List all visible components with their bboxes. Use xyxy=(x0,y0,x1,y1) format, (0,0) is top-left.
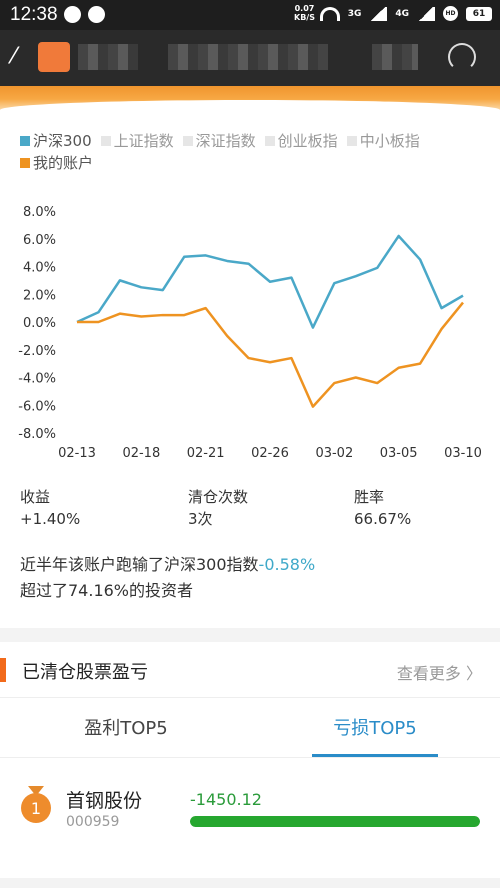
x-tick-label: 03-10 xyxy=(444,446,482,461)
legend-label: 中小板指 xyxy=(359,132,420,150)
signal-icon-2 xyxy=(417,6,435,21)
bottom-divider xyxy=(0,878,500,888)
app-notification-icon xyxy=(64,6,81,23)
tab-profit-top5[interactable]: 盈利TOP5 xyxy=(84,718,168,739)
x-tick-label: 02-18 xyxy=(122,446,160,461)
header-decoration xyxy=(0,86,500,110)
x-tick-label: 03-05 xyxy=(380,446,418,461)
tab-loss-top5[interactable]: 亏损TOP5 xyxy=(333,718,417,739)
net-speed: 0.07 KB/S xyxy=(294,4,315,22)
svg-text:1: 1 xyxy=(31,799,41,818)
y-tick-label: 4.0% xyxy=(23,261,56,276)
performance-chart: 8.0% 6.0% 4.0% 2.0% 0.0% -2.0% -4.0% -6.0% -8.0%… xyxy=(18,205,482,461)
summary-diff: -0.58% xyxy=(258,555,316,574)
y-tick-label: 0.0% xyxy=(23,316,56,331)
wifi-icon xyxy=(319,6,340,21)
y-tick-label: -6.0% xyxy=(18,399,56,414)
legend-swatch xyxy=(182,136,193,146)
section-title: 已清仓股票盈亏 xyxy=(22,662,148,683)
stat-win-rate-value: 66.67% xyxy=(354,510,412,528)
blurred-info-2 xyxy=(372,44,418,70)
series-line-1 xyxy=(77,301,464,408)
legend-item-4[interactable]: 中小板指 xyxy=(346,130,420,152)
hd-icon: HD xyxy=(443,6,458,21)
signal-icon xyxy=(369,6,388,21)
legend-swatch xyxy=(264,136,275,146)
blurred-name xyxy=(78,44,138,70)
status-time: 12:38 xyxy=(10,4,58,25)
y-tick-label: -4.0% xyxy=(18,372,56,387)
profit-loss-tabs: 盈利TOP5 亏损TOP5 xyxy=(0,698,500,758)
blurred-info xyxy=(168,44,328,70)
legend-swatch xyxy=(100,136,111,146)
stat-profit-label: 收益 xyxy=(20,488,51,506)
see-more-link[interactable]: 查看更多 〉 xyxy=(396,664,482,683)
stock-code: 000959 xyxy=(66,814,120,830)
status-bar: 12:38 0.07 KB/S 3G 4G HD 61 xyxy=(0,0,500,30)
legend-swatch xyxy=(346,136,357,146)
legend-swatch xyxy=(20,136,30,146)
list-item[interactable]: 1 首钢股份 000959 -1450.12 xyxy=(0,758,500,878)
stat-clear-count: 清仓次数 3次 xyxy=(188,486,248,530)
x-tick-label: 02-26 xyxy=(251,446,289,461)
legend-label: 创业板指 xyxy=(277,132,338,150)
stat-profit: 收益 +1.40% xyxy=(20,486,80,530)
stat-clear-count-value: 3次 xyxy=(188,510,213,528)
comparison-summary: 近半年该账户跑输了沪深300指数-0.58% 超过了74.16%的投资者 xyxy=(20,552,315,604)
back-arrow-icon[interactable]: ⁄ xyxy=(12,44,16,69)
legend-label: 上证指数 xyxy=(113,132,174,150)
summary-rank: 超过了74.16%的投资者 xyxy=(20,581,194,600)
x-tick-label: 03-02 xyxy=(315,446,353,461)
yen-notification-icon xyxy=(88,6,105,23)
legend-item-5[interactable]: 我的账户 xyxy=(20,152,93,174)
battery-icon: 61 xyxy=(466,6,492,21)
avatar[interactable] xyxy=(38,42,70,72)
stat-profit-value: +1.40% xyxy=(20,510,81,528)
y-tick-label: 8.0% xyxy=(23,205,56,220)
x-tick-label: 02-13 xyxy=(58,446,96,461)
section-divider xyxy=(0,628,500,642)
loading-spinner-icon xyxy=(448,43,476,71)
active-tab-indicator xyxy=(312,754,438,757)
rank-medal-icon: 1 xyxy=(21,786,51,823)
legend-item-0[interactable]: 沪深300 xyxy=(20,130,92,152)
legend-item-2[interactable]: 深证指数 xyxy=(182,130,256,152)
y-tick-label: 6.0% xyxy=(23,233,56,248)
profit-loss-bar-fill xyxy=(190,816,480,827)
legend-label: 深证指数 xyxy=(195,132,256,150)
stat-win-rate-label: 胜率 xyxy=(354,488,385,506)
y-tick-label: -8.0% xyxy=(18,427,56,442)
legend-swatch xyxy=(20,158,30,168)
app-header: ⁄ xyxy=(0,30,500,86)
stat-clear-count-label: 清仓次数 xyxy=(188,488,249,506)
stock-profit-loss: -1450.12 xyxy=(190,790,262,809)
legend-label: 我的账户 xyxy=(33,154,94,172)
cleared-stocks-header: 已清仓股票盈亏 查看更多 〉 xyxy=(0,642,500,698)
stock-name: 首钢股份 xyxy=(66,790,143,812)
signal-4g-label: 4G xyxy=(395,8,409,19)
section-accent-bar xyxy=(0,658,6,682)
legend-item-3[interactable]: 创业板指 xyxy=(264,130,338,152)
y-tick-label: -2.0% xyxy=(18,344,56,359)
profit-loss-bar xyxy=(190,816,480,827)
signal-3g-label: 3G xyxy=(347,8,362,19)
series-line-0 xyxy=(76,234,464,329)
x-tick-label: 02-21 xyxy=(187,446,225,461)
y-tick-label: 2.0% xyxy=(23,288,56,303)
status-right: 3G 4G HD 61 xyxy=(319,6,492,21)
stat-win-rate: 胜率 66.67% xyxy=(354,486,411,530)
legend-label: 沪深300 xyxy=(33,132,92,150)
legend-item-1[interactable]: 上证指数 xyxy=(100,130,174,152)
summary-text: 近半年该账户跑输了沪深300指数 xyxy=(20,555,259,574)
chart-legend: 沪深300 上证指数 深证指数 创业板指 中小板指我的账户 xyxy=(20,130,490,174)
